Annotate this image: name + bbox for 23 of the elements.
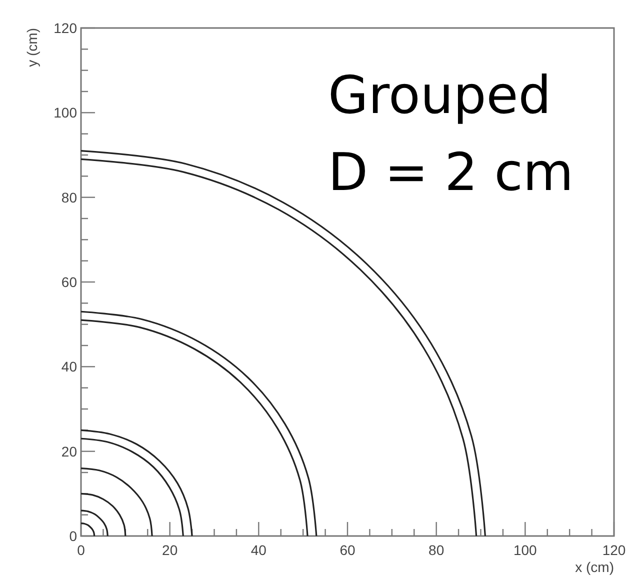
line-series — [80, 522, 96, 537]
y-tick-label: 100 — [54, 104, 78, 121]
y-axis-title: y (cm) — [24, 28, 40, 67]
y-tick-label: 40 — [61, 358, 78, 375]
y-tick-label: 120 — [54, 20, 78, 36]
x-axis-title: x (cm) — [575, 559, 614, 575]
line-series — [80, 510, 108, 537]
line-series — [80, 438, 184, 537]
x-tick-label: 120 — [602, 542, 626, 558]
x-tick-label: 80 — [428, 542, 444, 558]
x-tick-label: 60 — [340, 542, 356, 558]
y-tick-label: 0 — [69, 528, 78, 544]
x-tick-label: 100 — [513, 542, 538, 558]
x-tick-label: 20 — [162, 542, 178, 558]
x-tick-label: 40 — [250, 542, 267, 558]
y-tick-label: 20 — [61, 443, 78, 460]
y-tick-label: 60 — [61, 274, 78, 290]
line-series — [80, 429, 193, 537]
annotation: D = 2 cm — [328, 143, 574, 203]
y-tick-label: 80 — [61, 189, 78, 206]
annotation: Grouped — [328, 66, 552, 126]
line-series — [80, 467, 153, 537]
line-series — [80, 492, 126, 537]
